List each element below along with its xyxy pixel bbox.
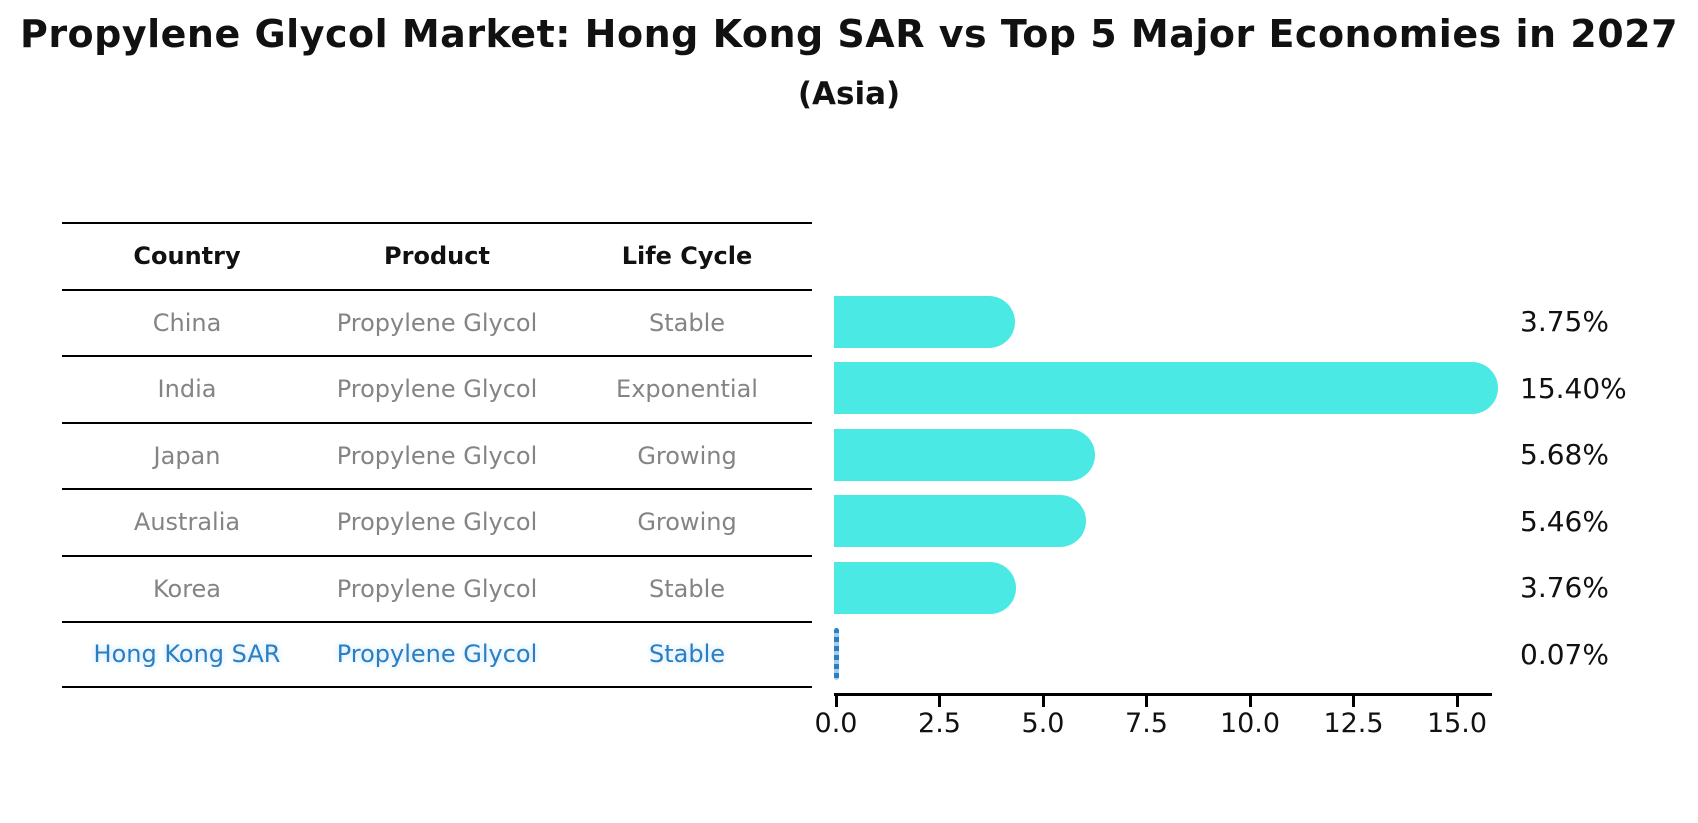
x-tick-label: 5.0 [1021,708,1065,739]
x-tick-mark [938,696,941,707]
bar-row [834,422,1498,489]
country-table: Country Product Life Cycle China Propylene … [62,222,812,688]
bar-japan [834,428,1096,481]
table-cell-life-cycle: Stable [648,640,726,669]
table-header-country: Country [133,242,241,271]
bar-value-label-hong-kong-sar: 0.07% [1520,637,1609,671]
bar-australia [834,495,1087,548]
bar-row [834,621,1498,688]
table-cell-country: Japan [153,441,221,470]
chart-title: Propylene Glycol Market: Hong Kong SAR v… [19,12,1679,56]
x-tick-label: 2.5 [918,708,961,739]
x-tick-mark [1041,696,1045,707]
x-axis-spine [834,693,1492,696]
bar-korea [834,561,1016,614]
x-tick-label: 0.0 [814,708,858,739]
bar-hong-kong-sar [834,628,839,681]
table-row-india: India Propylene Glycol Exponential [62,355,812,422]
chart-subtitle: (Asia) [797,76,901,112]
table-cell-product: Propylene Glycol [336,508,538,537]
table-cell-product: Propylene Glycol [336,640,538,669]
table-row-hong-kong-sar: Hong Kong SAR Propylene Glycol Stable [62,621,812,688]
table-cell-product: Propylene Glycol [336,441,538,470]
table-cell-product: Propylene Glycol [336,574,538,603]
table-header-product: Product [384,242,490,271]
x-tick-label: 7.5 [1125,708,1168,739]
bar-value-label-india: 15.40% [1520,371,1627,405]
table-cell-product: Propylene Glycol [336,308,538,337]
table-cell-life-cycle: Stable [648,308,726,337]
table-cell-country: Australia [133,508,241,537]
x-tick-label: 12.5 [1323,708,1384,739]
bar-row [834,555,1498,622]
x-tick-label: 15.0 [1426,708,1488,739]
x-tick-label: 10.0 [1219,708,1281,739]
table-cell-country: Hong Kong SAR [93,640,281,669]
table-cell-life-cycle: Stable [648,574,726,603]
bar-row [834,355,1498,422]
table-cell-life-cycle: Growing [637,441,737,470]
bar-india [834,362,1498,415]
x-tick-mark [834,696,838,707]
table-header-life-cycle: Life Cycle [621,242,753,271]
bar-row [834,488,1498,555]
table-row-japan: Japan Propylene Glycol Growing [62,421,812,489]
x-tick-mark [1352,696,1355,707]
table-row-korea: Korea Propylene Glycol Stable [62,554,812,622]
bar-plot-area [834,289,1498,688]
bar-china [834,295,1016,348]
table-cell-country: India [157,375,217,404]
table-cell-country: China [152,308,222,337]
table-cell-life-cycle: Exponential [616,375,758,404]
bar-value-label-australia: 5.46% [1520,504,1609,538]
x-tick-mark [1145,696,1148,707]
x-tick-mark [1248,696,1252,707]
table-row-australia: Australia Propylene Glycol Growing [62,488,812,555]
table-cell-country: Korea [152,574,222,603]
table-row-china: China Propylene Glycol Stable [62,288,812,356]
bar-row [834,289,1498,356]
table-cell-product: Propylene Glycol [336,375,538,404]
table-cell-life-cycle: Growing [637,508,737,537]
bar-value-label-japan: 5.68% [1520,438,1609,472]
bar-value-label-china: 3.75% [1520,305,1609,339]
bar-value-label-korea: 3.76% [1520,571,1609,605]
x-tick-mark [1455,696,1459,707]
table-header-row: Country Product Life Cycle [62,222,812,289]
